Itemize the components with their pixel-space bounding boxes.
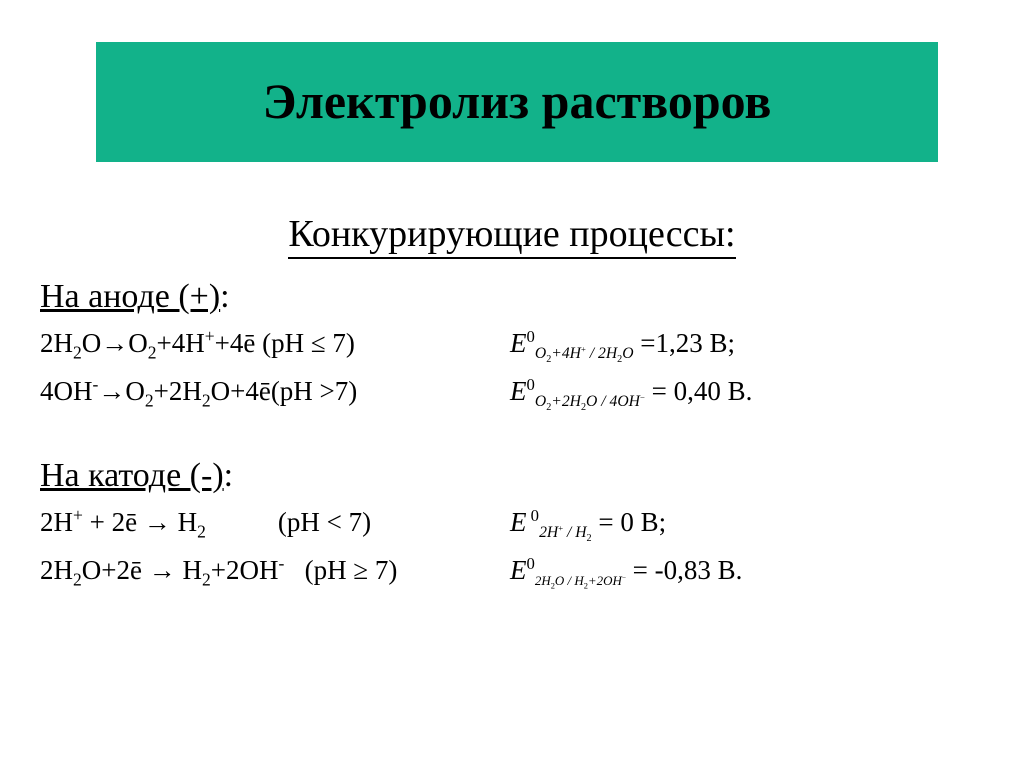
anode-row-1: 2H2O→O2+4H++4ē (pH ≤ 7) E0O2+4H+ / 2H2O … bbox=[40, 326, 984, 366]
anode-heading-tail: : bbox=[220, 278, 229, 315]
anode-reaction-2: 4OH-→O2+2H2O+4ē(pH >7) bbox=[40, 374, 510, 411]
cathode-heading-text: На катоде (-) bbox=[40, 457, 224, 494]
anode-potential-1: E0O2+4H+ / 2H2O =1,23 В; bbox=[510, 327, 735, 366]
subtitle-text: Конкурирующие процессы: bbox=[288, 213, 735, 259]
cathode-row-1: 2H+ + 2ē → H2(pH < 7) E 02H+ / H2 = 0 В; bbox=[40, 505, 984, 545]
cathode-potential-2: E02H2O / H2+2OH− = -0,83 В. bbox=[510, 554, 742, 591]
cathode-potential-2-sub: 2H2O / H2+2OH− bbox=[535, 573, 626, 588]
cathode-reaction-2: 2H2O+2ē → H2+2OH- (pH ≥ 7) bbox=[40, 553, 510, 590]
anode-potential-2-val: = 0,40 В. bbox=[652, 376, 753, 406]
anode-heading-text: На аноде (+) bbox=[40, 278, 220, 315]
slide-title: Электролиз растворов bbox=[263, 73, 772, 131]
cathode-heading: На катоде (-): bbox=[40, 457, 984, 495]
cathode-block: На катоде (-): 2H+ + 2ē → H2(pH < 7) E 0… bbox=[40, 457, 984, 590]
anode-heading: На аноде (+): bbox=[40, 278, 984, 316]
anode-potential-1-sub: O2+4H+ / 2H2O bbox=[535, 345, 634, 362]
cathode-row-2: 2H2O+2ē → H2+2OH- (pH ≥ 7) E02H2O / H2+2… bbox=[40, 553, 984, 591]
cathode-potential-1-val: = 0 В; bbox=[598, 507, 666, 537]
anode-potential-2-sub: O2+2H2O / 4OH− bbox=[535, 393, 645, 410]
title-band: Электролиз растворов bbox=[96, 42, 938, 162]
cathode-potential-1-sub: 2H+ / H2 bbox=[539, 524, 592, 541]
anode-reaction-1: 2H2O→O2+4H++4ē (pH ≤ 7) bbox=[40, 326, 510, 363]
body-area: На аноде (+): 2H2O→O2+4H++4ē (pH ≤ 7) E0… bbox=[40, 278, 984, 599]
cathode-heading-tail: : bbox=[224, 457, 233, 494]
cathode-potential-2-val: = -0,83 В. bbox=[633, 555, 743, 585]
anode-row-2: 4OH-→O2+2H2O+4ē(pH >7) E0O2+2H2O / 4OH− … bbox=[40, 374, 984, 414]
cathode-potential-1: E 02H+ / H2 = 0 В; bbox=[510, 506, 666, 545]
anode-potential-2: E0O2+2H2O / 4OH− = 0,40 В. bbox=[510, 375, 752, 414]
cathode-reaction-1: 2H+ + 2ē → H2(pH < 7) bbox=[40, 505, 510, 542]
anode-potential-1-val: =1,23 В; bbox=[640, 328, 735, 358]
subtitle: Конкурирующие процессы: bbox=[0, 212, 1024, 256]
